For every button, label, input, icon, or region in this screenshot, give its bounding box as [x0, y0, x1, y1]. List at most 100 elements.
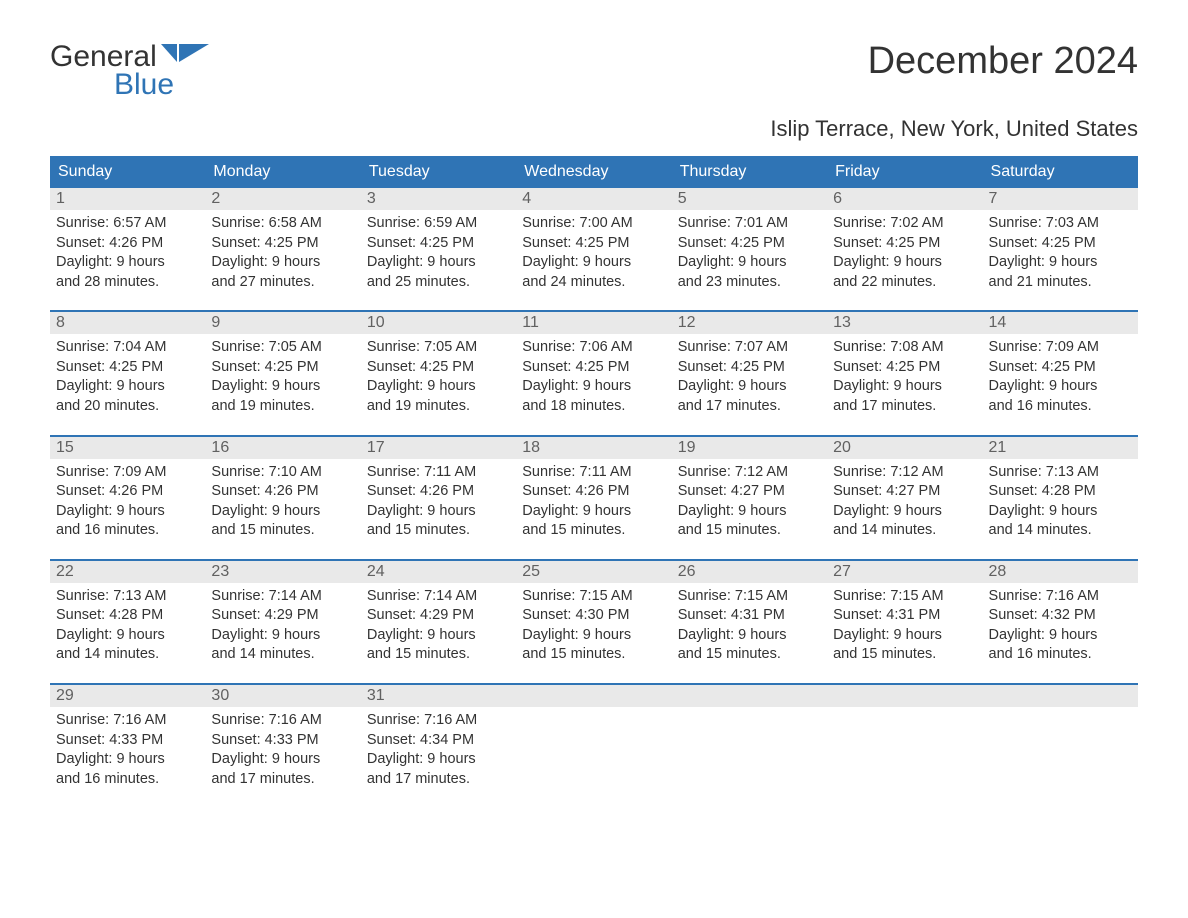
day-number: 4: [522, 190, 531, 207]
day-number: 12: [678, 314, 696, 331]
calendar-cell: 7Sunrise: 7:03 AMSunset: 4:25 PMDaylight…: [983, 188, 1138, 298]
daylight-line1: Daylight: 9 hours: [56, 502, 199, 522]
day-details: Sunrise: 7:12 AMSunset: 4:27 PMDaylight:…: [827, 459, 982, 547]
day-number-row: 3: [361, 188, 516, 210]
daylight-line2: and 14 minutes.: [56, 645, 199, 665]
daylight-line1: Daylight: 9 hours: [367, 626, 510, 646]
daylight-line1: Daylight: 9 hours: [678, 253, 821, 273]
daylight-line1: Daylight: 9 hours: [833, 502, 976, 522]
daylight-line1: Daylight: 9 hours: [56, 750, 199, 770]
sunset-text: Sunset: 4:25 PM: [522, 358, 665, 378]
day-details: Sunrise: 7:01 AMSunset: 4:25 PMDaylight:…: [672, 210, 827, 298]
day-details: Sunrise: 7:16 AMSunset: 4:33 PMDaylight:…: [205, 707, 360, 795]
sunset-text: Sunset: 4:26 PM: [367, 482, 510, 502]
daylight-line2: and 20 minutes.: [56, 397, 199, 417]
day-details: Sunrise: 7:09 AMSunset: 4:26 PMDaylight:…: [50, 459, 205, 547]
day-number-row: 13: [827, 312, 982, 334]
calendar-cell: 1Sunrise: 6:57 AMSunset: 4:26 PMDaylight…: [50, 188, 205, 298]
sunrise-text: Sunrise: 7:14 AM: [367, 587, 510, 607]
day-number: 18: [522, 439, 540, 456]
calendar-cell: 3Sunrise: 6:59 AMSunset: 4:25 PMDaylight…: [361, 188, 516, 298]
daylight-line2: and 24 minutes.: [522, 273, 665, 293]
day-number-row: 18: [516, 437, 671, 459]
calendar-week: 29Sunrise: 7:16 AMSunset: 4:33 PMDayligh…: [50, 683, 1138, 797]
daylight-line1: Daylight: 9 hours: [989, 502, 1132, 522]
sunset-text: Sunset: 4:27 PM: [833, 482, 976, 502]
day-details: Sunrise: 7:15 AMSunset: 4:30 PMDaylight:…: [516, 583, 671, 671]
sunset-text: Sunset: 4:26 PM: [56, 234, 199, 254]
day-details: Sunrise: 7:04 AMSunset: 4:25 PMDaylight:…: [50, 334, 205, 422]
day-details: [827, 707, 982, 797]
calendar-cell: 4 Sunrise: 7:00 AMSunset: 4:25 PMDaylight…: [516, 188, 671, 298]
day-number: 5: [678, 190, 687, 207]
sunrise-text: Sunrise: 7:10 AM: [211, 463, 354, 483]
sunset-text: Sunset: 4:27 PM: [678, 482, 821, 502]
daylight-line2: and 16 minutes.: [56, 521, 199, 541]
calendar-cell: 9Sunrise: 7:05 AMSunset: 4:25 PMDaylight…: [205, 312, 360, 422]
day-number-row: 25: [516, 561, 671, 583]
day-details: Sunrise: 7:13 AMSunset: 4:28 PMDaylight:…: [50, 583, 205, 671]
sunrise-text: Sunrise: 7:03 AM: [989, 214, 1132, 234]
daylight-line1: Daylight: 9 hours: [678, 502, 821, 522]
day-number-row: 7: [983, 188, 1138, 210]
day-number-row: 24: [361, 561, 516, 583]
day-number: 3: [367, 190, 376, 207]
sunset-text: Sunset: 4:28 PM: [56, 606, 199, 626]
calendar-cell: 11Sunrise: 7:06 AMSunset: 4:25 PMDayligh…: [516, 312, 671, 422]
day-details: Sunrise: 7:00 AMSunset: 4:25 PMDaylight:…: [516, 210, 671, 298]
day-number: 19: [678, 439, 696, 456]
sunrise-text: Sunrise: 7:05 AM: [367, 338, 510, 358]
day-number-row: 17: [361, 437, 516, 459]
sunset-text: Sunset: 4:25 PM: [833, 358, 976, 378]
calendar-cell: 30Sunrise: 7:16 AMSunset: 4:33 PMDayligh…: [205, 685, 360, 797]
calendar-cell: 13Sunrise: 7:08 AMSunset: 4:25 PMDayligh…: [827, 312, 982, 422]
day-number-row: 30: [205, 685, 360, 707]
day-number: 10: [367, 314, 385, 331]
daylight-line1: Daylight: 9 hours: [56, 626, 199, 646]
day-header-saturday: Saturday: [983, 156, 1138, 188]
day-header-friday: Friday: [827, 156, 982, 188]
sunrise-text: Sunrise: 7:16 AM: [211, 711, 354, 731]
day-number-row: 29: [50, 685, 205, 707]
sunset-text: Sunset: 4:25 PM: [678, 234, 821, 254]
calendar-cell: 29Sunrise: 7:16 AMSunset: 4:33 PMDayligh…: [50, 685, 205, 797]
day-details: Sunrise: 7:14 AMSunset: 4:29 PMDaylight:…: [205, 583, 360, 671]
day-number: 29: [56, 687, 74, 704]
calendar-cell: 17Sunrise: 7:11 AMSunset: 4:26 PMDayligh…: [361, 437, 516, 547]
day-number-row: 19: [672, 437, 827, 459]
day-number-row: 15: [50, 437, 205, 459]
day-number-row: [516, 685, 671, 707]
calendar-cell: 8 Sunrise: 7:04 AMSunset: 4:25 PMDaylight…: [50, 312, 205, 422]
daylight-line1: Daylight: 9 hours: [678, 626, 821, 646]
day-header-tuesday: Tuesday: [361, 156, 516, 188]
day-number: 8: [56, 314, 65, 331]
sunset-text: Sunset: 4:31 PM: [678, 606, 821, 626]
sunset-text: Sunset: 4:26 PM: [56, 482, 199, 502]
daylight-line2: and 28 minutes.: [56, 273, 199, 293]
sunset-text: Sunset: 4:25 PM: [833, 234, 976, 254]
day-details: Sunrise: 7:14 AMSunset: 4:29 PMDaylight:…: [361, 583, 516, 671]
daylight-line1: Daylight: 9 hours: [989, 377, 1132, 397]
calendar-cell: 5 Sunrise: 7:01 AMSunset: 4:25 PMDaylight…: [672, 188, 827, 298]
day-number-row: 14: [983, 312, 1138, 334]
sunset-text: Sunset: 4:33 PM: [56, 731, 199, 751]
sunset-text: Sunset: 4:32 PM: [989, 606, 1132, 626]
sunset-text: Sunset: 4:25 PM: [56, 358, 199, 378]
calendar-cell: 23Sunrise: 7:14 AMSunset: 4:29 PMDayligh…: [205, 561, 360, 671]
day-details: [672, 707, 827, 797]
daylight-line1: Daylight: 9 hours: [211, 377, 354, 397]
sunrise-text: Sunrise: 7:15 AM: [522, 587, 665, 607]
daylight-line2: and 15 minutes.: [833, 645, 976, 665]
daylight-line2: and 19 minutes.: [211, 397, 354, 417]
calendar-cell: 28Sunrise: 7:16 AMSunset: 4:32 PMDayligh…: [983, 561, 1138, 671]
daylight-line1: Daylight: 9 hours: [211, 502, 354, 522]
day-number: 9: [211, 314, 220, 331]
daylight-line1: Daylight: 9 hours: [56, 377, 199, 397]
calendar-cell: [983, 685, 1138, 797]
daylight-line1: Daylight: 9 hours: [211, 626, 354, 646]
day-number: 20: [833, 439, 851, 456]
calendar-week: 15Sunrise: 7:09 AMSunset: 4:26 PMDayligh…: [50, 435, 1138, 547]
location-subtitle: Islip Terrace, New York, United States: [50, 116, 1138, 142]
calendar-cell: [827, 685, 982, 797]
day-number-row: 8: [50, 312, 205, 334]
